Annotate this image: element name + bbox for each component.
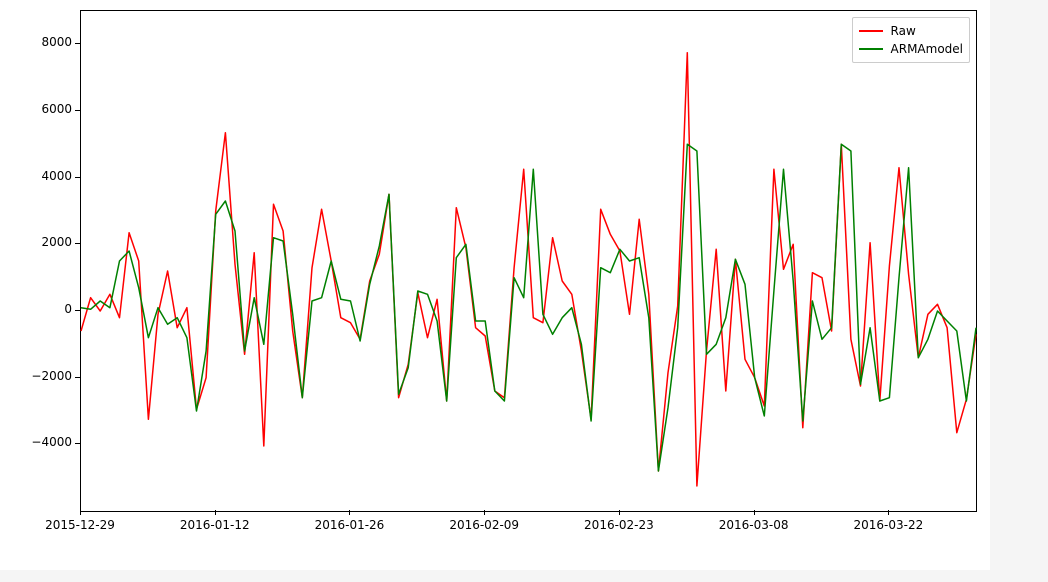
xtick-mark — [484, 510, 485, 515]
ytick-mark — [75, 43, 80, 44]
legend-item: Raw — [859, 22, 963, 40]
ytick-label: 0 — [20, 302, 72, 316]
legend-label: Raw — [891, 24, 916, 38]
ytick-mark — [75, 110, 80, 111]
xtick-mark — [619, 510, 620, 515]
xtick-label: 2016-03-22 — [854, 518, 924, 532]
ytick-label: 8000 — [20, 35, 72, 49]
legend-swatch — [859, 30, 883, 32]
legend: Raw ARMAmodel — [852, 17, 970, 63]
legend-label: ARMAmodel — [891, 42, 963, 56]
series-line-armamodel — [81, 144, 976, 471]
xtick-mark — [80, 510, 81, 515]
ytick-mark — [75, 310, 80, 311]
xtick-mark — [349, 510, 350, 515]
chart-figure: Raw ARMAmodel −4000 −2000 0 2000 4000 6000 8000… — [0, 0, 990, 570]
line-series-svg — [81, 11, 976, 511]
page-root: Raw ARMAmodel −4000 −2000 0 2000 4000 6000 8000… — [0, 0, 1048, 582]
ytick-label: 4000 — [20, 169, 72, 183]
xtick-label: 2016-02-09 — [449, 518, 519, 532]
ytick-mark — [75, 443, 80, 444]
xtick-label: 2016-02-23 — [584, 518, 654, 532]
series-line-raw — [81, 53, 976, 486]
ytick-mark — [75, 377, 80, 378]
xtick-mark — [215, 510, 216, 515]
legend-item: ARMAmodel — [859, 40, 963, 58]
xtick-mark — [754, 510, 755, 515]
xtick-label: 2015-12-29 — [45, 518, 115, 532]
ytick-mark — [75, 243, 80, 244]
ytick-mark — [75, 177, 80, 178]
xtick-label: 2016-01-12 — [180, 518, 250, 532]
plot-area: Raw ARMAmodel — [80, 10, 977, 512]
legend-swatch — [859, 48, 883, 50]
xtick-label: 2016-03-08 — [719, 518, 789, 532]
xtick-mark — [888, 510, 889, 515]
ytick-label: 2000 — [20, 235, 72, 249]
ytick-label: 6000 — [20, 102, 72, 116]
ytick-label: −2000 — [20, 369, 72, 383]
xtick-label: 2016-01-26 — [315, 518, 385, 532]
ytick-label: −4000 — [20, 435, 72, 449]
